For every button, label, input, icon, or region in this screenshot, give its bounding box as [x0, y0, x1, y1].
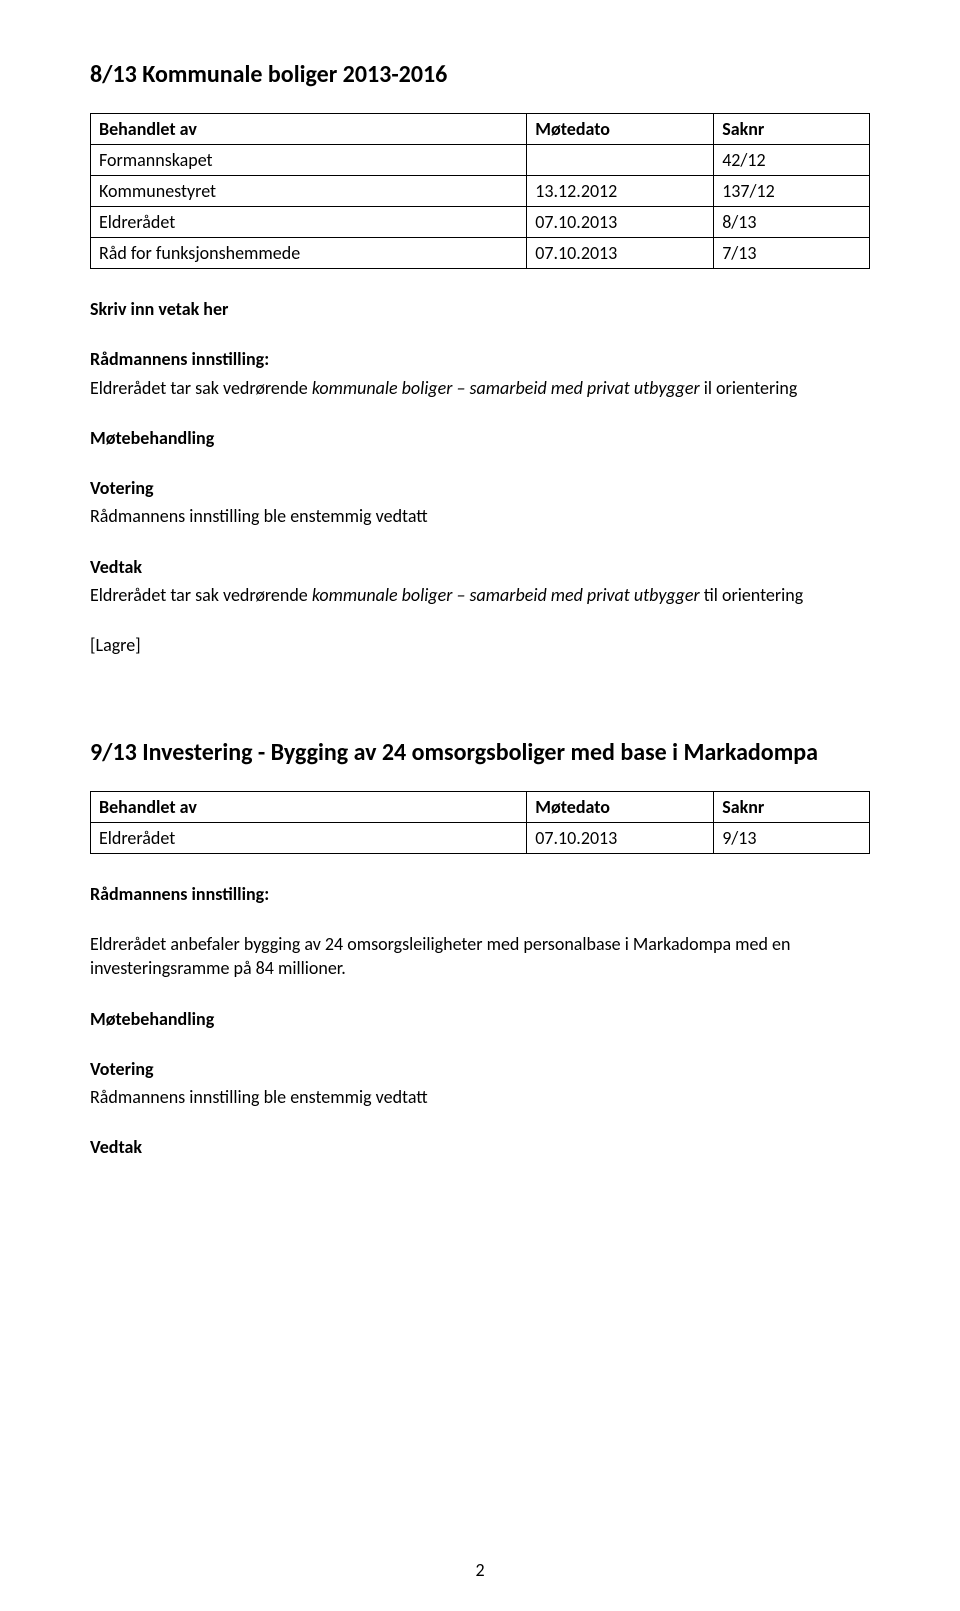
cell-saknr: 137/12: [714, 176, 870, 207]
section2-table: Behandlet av Møtedato Saknr Eldrerådet 0…: [90, 791, 870, 854]
votering-text: Rådmannens innstilling ble enstemmig ved…: [90, 504, 870, 528]
table-header-body: Behandlet av: [91, 114, 527, 145]
cell-date: [527, 145, 714, 176]
radmannens-innstilling-text: Eldrerådet anbefaler bygging av 24 omsor…: [90, 932, 870, 981]
radmannens-innstilling-label: Rådmannens innstilling:: [90, 882, 870, 906]
text-prefix: Eldrerådet tar sak vedrørende: [90, 377, 312, 399]
vedtak-label: Vedtak: [90, 1135, 870, 1159]
radmannens-innstilling-label: Rådmannens innstilling:: [90, 347, 870, 371]
table-header-date: Møtedato: [527, 114, 714, 145]
cell-date: 07.10.2013: [527, 822, 714, 853]
text-suffix: il orientering: [704, 377, 798, 399]
cell-saknr: 9/13: [714, 822, 870, 853]
table-row: Eldrerådet 07.10.2013 9/13: [91, 822, 870, 853]
motebehandling-label: Møtebehandling: [90, 1007, 870, 1031]
cell-body: Eldrerådet: [91, 207, 527, 238]
vedtak-text: Eldrerådet tar sak vedrørende kommunale …: [90, 583, 870, 607]
text-italic: kommunale boliger – samarbeid med privat…: [312, 377, 704, 399]
cell-date: 07.10.2013: [527, 238, 714, 269]
cell-date: 13.12.2012: [527, 176, 714, 207]
cell-saknr: 8/13: [714, 207, 870, 238]
votering-text: Rådmannens innstilling ble enstemmig ved…: [90, 1085, 870, 1109]
text-italic: kommunale boliger – samarbeid med privat…: [312, 584, 704, 606]
cell-body: Kommunestyret: [91, 176, 527, 207]
table-row: Kommunestyret 13.12.2012 137/12: [91, 176, 870, 207]
table-header-saknr: Saknr: [714, 114, 870, 145]
table-row: Råd for funksjonshemmede 07.10.2013 7/13: [91, 238, 870, 269]
section1-title: 8/13 Kommunale boliger 2013-2016: [90, 60, 870, 89]
lagre-label: [Lagre]: [90, 633, 870, 657]
votering-label: Votering: [90, 1057, 870, 1081]
section1-table: Behandlet av Møtedato Saknr Formannskape…: [90, 113, 870, 269]
table-header-body: Behandlet av: [91, 791, 527, 822]
table-header-saknr: Saknr: [714, 791, 870, 822]
page-number: 2: [0, 1559, 960, 1581]
cell-body: Formannskapet: [91, 145, 527, 176]
table-row: Formannskapet 42/12: [91, 145, 870, 176]
section2-title: 9/13 Investering - Bygging av 24 omsorgs…: [90, 738, 870, 767]
cell-body: Råd for funksjonshemmede: [91, 238, 527, 269]
cell-saknr: 42/12: [714, 145, 870, 176]
table-header-date: Møtedato: [527, 791, 714, 822]
motebehandling-label: Møtebehandling: [90, 426, 870, 450]
cell-date: 07.10.2013: [527, 207, 714, 238]
table-row: Eldrerådet 07.10.2013 8/13: [91, 207, 870, 238]
vedtak-label: Vedtak: [90, 555, 870, 579]
votering-label: Votering: [90, 476, 870, 500]
cell-body: Eldrerådet: [91, 822, 527, 853]
text-suffix: til orientering: [704, 584, 804, 606]
skriv-inn-vetak-label: Skriv inn vetak her: [90, 297, 870, 321]
radmannens-innstilling-text: Eldrerådet tar sak vedrørende kommunale …: [90, 376, 870, 400]
text-prefix: Eldrerådet tar sak vedrørende: [90, 584, 312, 606]
cell-saknr: 7/13: [714, 238, 870, 269]
